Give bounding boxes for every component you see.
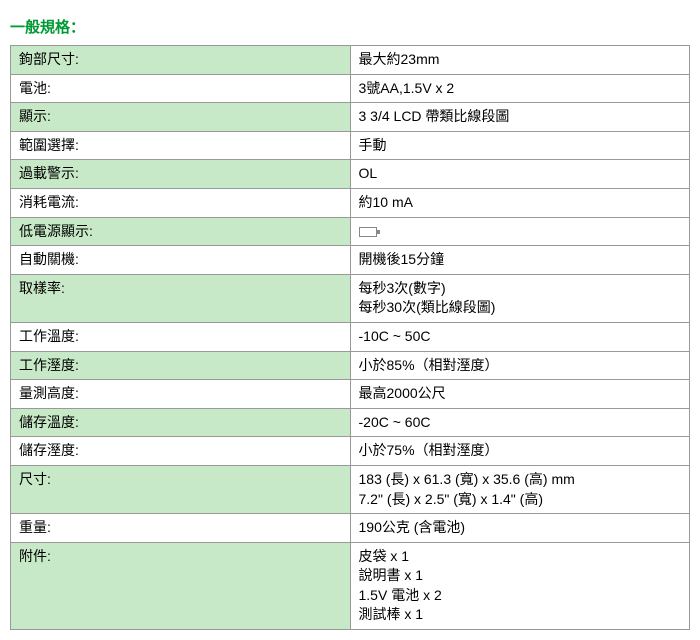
spec-label: 範圍選擇: [11, 131, 351, 160]
spec-label: 工作溫度: [11, 322, 351, 351]
spec-value: 開機後15分鐘 [350, 246, 690, 275]
table-row: 儲存溼度:小於75%（相對溼度） [11, 437, 690, 466]
spec-label: 附件: [11, 542, 351, 629]
spec-label: 過載警示: [11, 160, 351, 189]
spec-label: 自動關機: [11, 246, 351, 275]
spec-label: 低電源顯示: [11, 217, 351, 246]
table-row: 重量:190公克 (含電池) [11, 514, 690, 543]
spec-label: 顯示: [11, 103, 351, 132]
table-row: 電池:3號AA,1.5V x 2 [11, 74, 690, 103]
spec-label: 儲存溫度: [11, 408, 351, 437]
spec-value: 約10 mA [350, 188, 690, 217]
spec-value: 每秒3次(數字)每秒30次(類比線段圖) [350, 274, 690, 322]
table-row: 過載警示:OL [11, 160, 690, 189]
table-row: 範圍選擇:手動 [11, 131, 690, 160]
spec-label: 儲存溼度: [11, 437, 351, 466]
spec-value: 手動 [350, 131, 690, 160]
table-row: 尺寸:183 (長) x 61.3 (寬) x 35.6 (高) mm7.2" … [11, 465, 690, 513]
spec-value: OL [350, 160, 690, 189]
spec-value: 最高2000公尺 [350, 380, 690, 409]
table-row: 附件:皮袋 x 1說明書 x 11.5V 電池 x 2測試棒 x 1 [11, 542, 690, 629]
spec-label: 工作溼度: [11, 351, 351, 380]
spec-label: 電池: [11, 74, 351, 103]
table-row: 低電源顯示: [11, 217, 690, 246]
spec-value: -20C ~ 60C [350, 408, 690, 437]
table-row: 鉤部尺寸:最大約23mm [11, 46, 690, 75]
table-row: 量測高度:最高2000公尺 [11, 380, 690, 409]
spec-value: 3號AA,1.5V x 2 [350, 74, 690, 103]
table-row: 工作溫度:-10C ~ 50C [11, 322, 690, 351]
table-row: 消耗電流:約10 mA [11, 188, 690, 217]
spec-value: -10C ~ 50C [350, 322, 690, 351]
spec-label: 尺寸: [11, 465, 351, 513]
spec-label: 量測高度: [11, 380, 351, 409]
spec-value [350, 217, 690, 246]
spec-value: 小於75%（相對溼度） [350, 437, 690, 466]
table-row: 取樣率:每秒3次(數字)每秒30次(類比線段圖) [11, 274, 690, 322]
spec-value: 小於85%（相對溼度） [350, 351, 690, 380]
spec-label: 消耗電流: [11, 188, 351, 217]
spec-label: 取樣率: [11, 274, 351, 322]
section-title: 一般規格： [10, 10, 690, 45]
battery-icon [359, 227, 377, 237]
table-row: 顯示:3 3/4 LCD 帶類比線段圖 [11, 103, 690, 132]
spec-value: 3 3/4 LCD 帶類比線段圖 [350, 103, 690, 132]
spec-label: 重量: [11, 514, 351, 543]
spec-value: 183 (長) x 61.3 (寬) x 35.6 (高) mm7.2" (長)… [350, 465, 690, 513]
spec-value: 190公克 (含電池) [350, 514, 690, 543]
spec-value: 皮袋 x 1說明書 x 11.5V 電池 x 2測試棒 x 1 [350, 542, 690, 629]
spec-table: 鉤部尺寸:最大約23mm電池:3號AA,1.5V x 2顯示:3 3/4 LCD… [10, 45, 690, 630]
table-row: 儲存溫度:-20C ~ 60C [11, 408, 690, 437]
spec-value: 最大約23mm [350, 46, 690, 75]
table-row: 自動關機:開機後15分鐘 [11, 246, 690, 275]
spec-label: 鉤部尺寸: [11, 46, 351, 75]
table-row: 工作溼度:小於85%（相對溼度） [11, 351, 690, 380]
